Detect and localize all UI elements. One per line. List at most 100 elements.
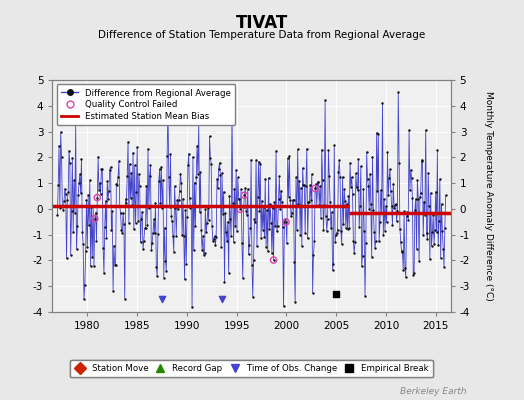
Point: [231, 223, 239, 230]
Point: [250, 216, 259, 223]
Point: [435, 176, 444, 182]
Point: [103, 178, 112, 184]
Point: [422, 230, 431, 236]
Point: [224, 218, 232, 225]
Point: [96, 190, 105, 197]
Point: [271, 223, 279, 230]
Point: [319, 176, 327, 183]
Point: [275, 196, 283, 202]
Point: [265, 225, 274, 232]
Point: [60, 198, 68, 204]
Point: [248, 294, 257, 300]
Point: [192, 174, 200, 180]
Point: [210, 233, 219, 239]
Point: [115, 158, 123, 164]
Point: [204, 217, 213, 223]
Point: [140, 238, 148, 244]
Point: [371, 245, 379, 251]
Point: [118, 230, 126, 236]
Point: [291, 299, 299, 305]
Point: [216, 172, 224, 178]
Point: [180, 276, 189, 282]
Point: [136, 182, 144, 189]
Point: [262, 244, 270, 250]
Point: [347, 184, 355, 190]
Point: [238, 240, 246, 246]
Point: [95, 180, 104, 186]
Point: [77, 190, 85, 196]
Point: [143, 222, 151, 228]
Point: [409, 272, 418, 278]
Point: [213, 176, 221, 182]
Point: [119, 221, 128, 227]
Point: [205, 133, 214, 140]
Point: [233, 228, 241, 234]
Point: [390, 205, 398, 211]
Point: [190, 247, 198, 254]
Point: [398, 249, 407, 255]
Point: [442, 192, 450, 199]
Point: [265, 175, 273, 181]
Point: [439, 246, 447, 252]
Point: [209, 238, 217, 244]
Point: [64, 189, 72, 196]
Point: [130, 162, 139, 168]
Point: [78, 155, 86, 162]
Point: [133, 144, 141, 150]
Text: Difference of Station Temperature Data from Regional Average: Difference of Station Temperature Data f…: [99, 30, 425, 40]
Point: [339, 221, 347, 228]
Point: [413, 177, 422, 183]
Point: [301, 230, 309, 236]
Point: [139, 246, 147, 252]
Point: [174, 206, 182, 212]
Point: [73, 223, 82, 230]
Point: [365, 206, 374, 212]
Point: [153, 273, 161, 279]
Point: [353, 184, 361, 191]
Point: [333, 230, 341, 236]
Point: [282, 219, 290, 225]
Point: [327, 225, 335, 231]
Point: [242, 208, 250, 214]
Point: [93, 194, 102, 201]
Point: [346, 160, 354, 167]
Point: [367, 200, 375, 207]
Point: [62, 255, 71, 261]
Point: [404, 217, 412, 223]
Point: [396, 226, 404, 232]
Point: [178, 232, 187, 239]
Point: [282, 219, 290, 225]
Point: [355, 224, 363, 230]
Point: [316, 214, 325, 221]
Point: [367, 254, 376, 260]
Point: [68, 154, 77, 161]
Point: [264, 248, 272, 254]
Point: [152, 264, 160, 270]
Point: [132, 220, 140, 226]
Point: [72, 246, 81, 252]
Point: [289, 196, 298, 203]
Point: [220, 279, 228, 285]
Point: [381, 203, 390, 210]
Point: [91, 210, 100, 216]
Point: [357, 263, 366, 269]
Point: [110, 243, 118, 249]
Point: [257, 235, 265, 241]
Point: [407, 167, 415, 173]
Point: [364, 182, 373, 189]
Point: [441, 225, 449, 231]
Point: [124, 138, 132, 145]
Text: Berkeley Earth: Berkeley Earth: [400, 387, 466, 396]
Point: [298, 243, 306, 249]
Point: [323, 228, 331, 234]
Point: [254, 193, 262, 200]
Point: [90, 263, 98, 269]
Point: [183, 214, 191, 220]
Point: [227, 233, 235, 240]
Point: [280, 218, 289, 225]
Point: [238, 275, 247, 282]
Point: [397, 248, 406, 254]
Point: [219, 210, 227, 217]
Point: [215, 159, 224, 166]
Point: [387, 203, 396, 209]
